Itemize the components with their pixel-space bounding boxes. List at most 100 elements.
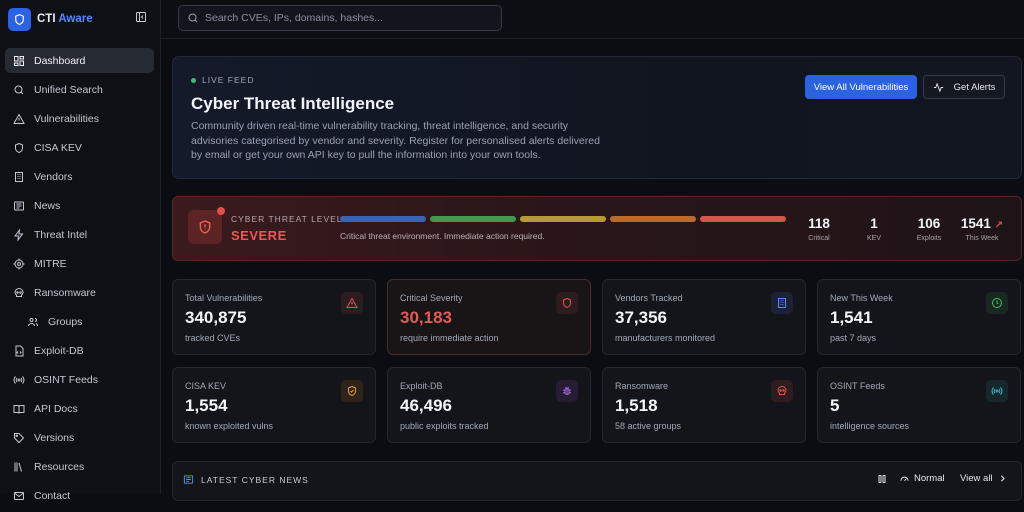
building-icon bbox=[15, 171, 23, 182]
sidebar-item-news[interactable]: News bbox=[5, 193, 154, 218]
page-title: Cyber Threat Intelligence bbox=[191, 94, 395, 113]
view-all-news-link[interactable]: View all bbox=[960, 473, 1007, 484]
sidebar-collapse-icon[interactable] bbox=[135, 11, 147, 23]
stat-critical: 118 Critical bbox=[808, 216, 830, 242]
sidebar-item-vulnerabilities[interactable]: Vulnerabilities bbox=[5, 106, 154, 131]
bug-icon bbox=[556, 380, 578, 402]
speed-toggle[interactable]: Normal bbox=[899, 473, 945, 484]
app-name: CTI Aware bbox=[37, 13, 93, 25]
stat-kev: 1 KEV bbox=[866, 216, 881, 242]
sidebar-item-groups[interactable]: Groups bbox=[5, 309, 154, 334]
radio-icon bbox=[986, 380, 1008, 402]
sidebar-item-contact[interactable]: Contact bbox=[5, 483, 154, 508]
latest-news-panel: LATEST CYBER NEWS Normal View all bbox=[172, 461, 1022, 501]
search-box[interactable] bbox=[178, 5, 502, 31]
live-dot-icon bbox=[191, 77, 196, 83]
sidebar-item-label: Dashboard bbox=[34, 54, 86, 67]
shield-check-icon bbox=[341, 380, 363, 402]
sidebar: CTI Aware Dashboard Unified Search Vulne… bbox=[0, 0, 161, 502]
gauge-icon bbox=[900, 476, 909, 482]
sidebar-item-ransomware[interactable]: Ransomware bbox=[5, 280, 154, 305]
sidebar-item-vendors[interactable]: Vendors bbox=[5, 164, 154, 189]
sidebar-item-label: Vulnerabilities bbox=[34, 112, 99, 125]
brand[interactable]: CTI Aware bbox=[8, 7, 93, 31]
card-vendors-tracked[interactable]: Vendors Tracked 37,356 manufacturers mon… bbox=[602, 279, 806, 355]
stat-this-week: 1541 ↗ This Week bbox=[960, 216, 1004, 242]
mail-icon bbox=[14, 491, 24, 500]
card-osint-feeds[interactable]: OSINT Feeds 5 intelligence sources bbox=[817, 367, 1021, 443]
threat-bar bbox=[340, 216, 426, 222]
threat-level-value: SEVERE bbox=[231, 228, 287, 243]
sidebar-item-label: Vendors bbox=[34, 170, 73, 183]
radio-icon bbox=[13, 375, 25, 384]
sidebar-item-threat-intel[interactable]: Threat Intel bbox=[5, 222, 154, 247]
card-critical-severity[interactable]: Critical Severity 30,183 require immedia… bbox=[387, 279, 591, 355]
sidebar-item-label: Ransomware bbox=[34, 286, 96, 299]
newspaper-icon bbox=[14, 201, 24, 210]
skull-icon bbox=[14, 287, 24, 297]
warning-icon bbox=[13, 112, 25, 124]
sidebar-item-label: CISA KEV bbox=[34, 141, 82, 154]
shield-logo-icon bbox=[8, 7, 31, 31]
threat-level-bars bbox=[340, 216, 790, 222]
sidebar-item-resources[interactable]: Resources bbox=[5, 454, 154, 479]
get-alerts-button[interactable]: Get Alerts bbox=[923, 75, 1005, 99]
threat-bar bbox=[520, 216, 606, 222]
sidebar-item-api-docs[interactable]: API Docs bbox=[5, 396, 154, 421]
shield-icon bbox=[556, 292, 578, 314]
card-exploit-db[interactable]: Exploit-DB 46,496 public exploits tracke… bbox=[387, 367, 591, 443]
building-icon bbox=[771, 292, 793, 314]
card-new-this-week[interactable]: New This Week 1,541 past 7 days bbox=[817, 279, 1021, 355]
bolt-icon bbox=[14, 228, 24, 241]
users-icon bbox=[28, 317, 38, 326]
sidebar-item-osint-feeds[interactable]: OSINT Feeds bbox=[5, 367, 154, 392]
hero-panel: LIVE FEED Cyber Threat Intelligence Comm… bbox=[172, 56, 1022, 179]
threat-level-label: CYBER THREAT LEVEL bbox=[231, 214, 343, 224]
sidebar-item-versions[interactable]: Versions bbox=[5, 425, 154, 450]
search-input[interactable] bbox=[205, 12, 495, 24]
sidebar-item-dashboard[interactable]: Dashboard bbox=[5, 48, 154, 73]
threat-bar bbox=[430, 216, 516, 222]
tag-icon bbox=[14, 432, 25, 443]
stat-exploits: 106 Exploits bbox=[916, 216, 942, 242]
sidebar-item-exploit-db[interactable]: Exploit-DB bbox=[5, 338, 154, 363]
sidebar-item-label: Contact bbox=[34, 489, 71, 502]
sidebar-item-label: Unified Search bbox=[34, 83, 103, 96]
threat-bar bbox=[610, 216, 696, 222]
search-icon bbox=[14, 85, 24, 94]
news-title: LATEST CYBER NEWS bbox=[183, 474, 309, 485]
sidebar-item-label: Exploit-DB bbox=[34, 344, 84, 357]
card-ransomware[interactable]: Ransomware 1,518 58 active groups bbox=[602, 367, 806, 443]
newspaper-icon bbox=[183, 475, 194, 484]
live-feed-badge: LIVE FEED bbox=[191, 75, 254, 85]
sidebar-item-label: Groups bbox=[48, 315, 83, 328]
card-total-vulnerabilities[interactable]: Total Vulnerabilities 340,875 tracked CV… bbox=[172, 279, 376, 355]
hero-description: Community driven real-time vulnerability… bbox=[191, 120, 600, 161]
sidebar-item-label: OSINT Feeds bbox=[34, 373, 98, 386]
book-icon bbox=[13, 404, 25, 414]
threat-bar bbox=[700, 216, 786, 222]
sidebar-item-cisa-kev[interactable]: CISA KEV bbox=[5, 135, 154, 160]
sidebar-item-unified-search[interactable]: Unified Search bbox=[5, 77, 154, 102]
threat-level-description: Critical threat environment. Immediate a… bbox=[340, 231, 545, 241]
clock-icon bbox=[986, 292, 1008, 314]
view-all-vulnerabilities-button[interactable]: View All Vulnerabilities bbox=[805, 75, 917, 99]
search-icon bbox=[188, 13, 198, 23]
library-icon bbox=[14, 462, 22, 472]
skull-icon bbox=[771, 380, 793, 402]
warning-icon bbox=[341, 292, 363, 314]
chevron-right-icon bbox=[1000, 475, 1005, 482]
sidebar-item-label: Resources bbox=[34, 460, 85, 473]
sidebar-item-mitre[interactable]: MITRE bbox=[5, 251, 154, 276]
sidebar-item-label: MITRE bbox=[34, 257, 67, 270]
trend-up-icon: ↗ bbox=[994, 220, 1004, 231]
threat-level-panel: CYBER THREAT LEVEL SEVERE Critical threa… bbox=[172, 196, 1022, 261]
shield-icon bbox=[15, 142, 23, 153]
sidebar-item-label: News bbox=[34, 199, 61, 212]
sidebar-nav: Dashboard Unified Search Vulnerabilities… bbox=[5, 48, 154, 512]
pause-icon[interactable] bbox=[876, 473, 888, 485]
card-cisa-kev[interactable]: CISA KEV 1,554 known exploited vulns bbox=[172, 367, 376, 443]
threat-shield-icon bbox=[188, 207, 225, 244]
sidebar-item-label: API Docs bbox=[34, 402, 78, 415]
alert-dot-icon bbox=[217, 207, 225, 215]
